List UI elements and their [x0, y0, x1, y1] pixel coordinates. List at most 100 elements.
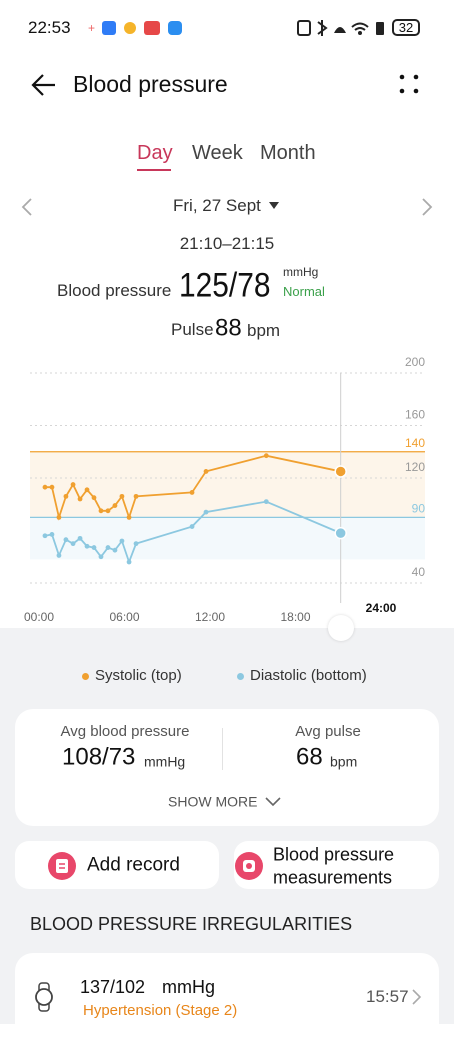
back-button[interactable]	[30, 72, 58, 98]
data-point	[70, 482, 76, 487]
time-range: 21:10–21:15	[179, 233, 275, 253]
data-point	[133, 493, 139, 499]
data-point	[91, 495, 97, 501]
summary-card	[15, 709, 439, 826]
avg-bp-label: Avg blood pressure	[60, 723, 190, 740]
legend-swatch	[237, 673, 244, 680]
data-point	[189, 490, 195, 495]
cursor-handle[interactable]	[328, 615, 354, 641]
reading-unit: mmHg	[283, 264, 319, 279]
data-point	[133, 541, 139, 547]
data-point	[263, 453, 269, 459]
x-tick-label: 00:00	[24, 610, 54, 624]
data-point	[105, 508, 111, 514]
data-point	[49, 484, 55, 490]
irregularity-value: 137/102	[80, 977, 146, 998]
data-point	[70, 541, 76, 547]
data-point	[63, 493, 69, 499]
data-point	[112, 503, 118, 508]
x-tick-label: 12:00	[195, 610, 225, 624]
watch-icon	[35, 982, 53, 1012]
reading-value: 125/78	[179, 266, 271, 305]
reference-label: 90	[412, 501, 426, 515]
y-tick-label: 160	[405, 408, 425, 422]
data-point	[56, 514, 62, 520]
data-point	[203, 469, 209, 474]
battery	[392, 19, 420, 36]
data-point	[84, 543, 90, 549]
x-tick-label: 06:00	[109, 610, 139, 624]
data-point	[119, 493, 125, 499]
measurements-label: Blood pressure measurements	[273, 844, 395, 888]
next-day[interactable]	[418, 196, 436, 218]
add-record-icon	[48, 852, 76, 880]
data-point	[84, 487, 90, 493]
data-point	[49, 532, 55, 537]
data-point	[105, 545, 111, 550]
date-picker[interactable]: Fri, 27 Sept	[173, 195, 261, 215]
status-right-icons	[297, 20, 384, 36]
tab-indicator	[137, 169, 171, 171]
more-button[interactable]	[398, 73, 422, 97]
irregularity-category: Hypertension (Stage 2)	[83, 1002, 238, 1019]
data-point	[112, 547, 118, 553]
data-point	[334, 465, 347, 478]
data-point	[126, 514, 132, 520]
irregularity-time: 15:57	[366, 986, 409, 1006]
data-point	[77, 496, 83, 502]
data-point	[263, 499, 269, 505]
x-tick-label: 18:00	[280, 610, 310, 624]
page-title: Blood pressure	[73, 71, 228, 98]
irregularity-chevron	[412, 989, 422, 1005]
pulse-label: Pulse	[171, 319, 214, 339]
date-dropdown	[269, 202, 279, 209]
data-point	[189, 524, 195, 529]
summary-divider	[222, 728, 223, 770]
data-point	[77, 535, 83, 541]
avg-bp-value: 108/73	[62, 743, 136, 771]
status-icons: +	[88, 21, 182, 35]
data-point	[42, 484, 48, 490]
reference-band	[30, 451, 425, 518]
add-record-label: Add record	[87, 854, 180, 876]
show-more-chevron	[265, 797, 281, 807]
y-tick-label: 40	[412, 565, 426, 579]
data-point	[42, 533, 48, 539]
data-point	[203, 509, 209, 515]
pulse-unit: bpm	[247, 320, 281, 340]
pulse-value: 88	[215, 314, 242, 342]
prev-day[interactable]	[18, 196, 36, 218]
reference-label: 140	[405, 436, 425, 450]
avg-bp-unit: mmHg	[144, 753, 186, 770]
data-point	[56, 553, 62, 558]
measurements-button[interactable]	[234, 841, 439, 889]
series-line	[44, 500, 342, 565]
status-time: 22:53	[28, 17, 71, 37]
section-title: BLOOD PRESSURE IRREGULARITIES	[30, 914, 353, 935]
data-point	[98, 554, 104, 560]
svg-text:+: +	[88, 21, 95, 35]
tab[interactable]: Day	[137, 142, 173, 164]
show-more[interactable]: SHOW MORE	[168, 793, 258, 810]
battery-level: 32	[398, 20, 414, 36]
irregularity-unit: mmHg	[162, 977, 215, 998]
data-point	[63, 537, 69, 543]
data-point	[98, 508, 104, 514]
avg-pulse-value: 68	[296, 743, 323, 771]
data-point	[91, 545, 97, 550]
legend-label: Systolic (top)	[95, 667, 182, 684]
x-tick-label: 24:00	[366, 601, 397, 615]
chart: 40 120 160 200 140 90 00:00 06:00 12:00 18:00 24:0…	[24, 355, 426, 624]
y-tick-label: 120	[405, 460, 425, 474]
avg-pulse-label: Avg pulse	[295, 723, 361, 740]
tab[interactable]: Month	[260, 142, 316, 164]
series-line	[44, 454, 341, 521]
y-tick-label: 200	[405, 355, 425, 369]
data-point	[119, 538, 125, 544]
legend-swatch	[82, 673, 89, 680]
reference-band	[30, 517, 425, 560]
reading-status: Normal	[283, 284, 325, 300]
measurements-icon	[235, 852, 263, 880]
tab[interactable]: Week	[192, 142, 243, 164]
